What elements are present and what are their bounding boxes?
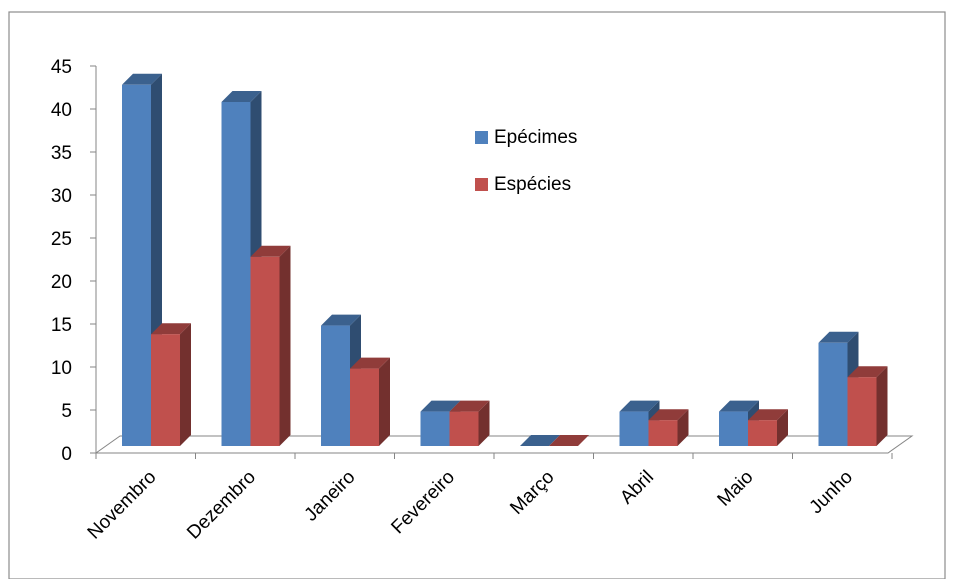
bar-top <box>619 400 660 412</box>
y-tick-label: 45 <box>51 57 72 78</box>
bar-top <box>350 357 390 369</box>
x-tick-label: Fevereiro <box>387 467 459 539</box>
y-tick-label: 25 <box>51 229 72 250</box>
y-tick-label: 20 <box>51 272 72 293</box>
bar-side <box>180 323 191 446</box>
bar-front <box>350 368 379 446</box>
bar-front <box>151 334 180 446</box>
bar-epecimes-dezembro <box>221 91 262 446</box>
legend-swatch <box>475 178 488 191</box>
bar-top <box>151 323 191 335</box>
bar-epecimes-março <box>520 435 560 446</box>
legend: Epécimes Espécies <box>475 127 577 195</box>
bar-top <box>250 245 291 257</box>
bar-front <box>748 420 777 446</box>
bar-top <box>420 400 461 412</box>
y-tick-label: 10 <box>51 358 72 379</box>
bar-side <box>279 245 291 446</box>
legend-swatch <box>475 131 488 144</box>
bar-especies-maio <box>748 409 788 446</box>
y-tick-label: 5 <box>61 401 72 422</box>
bar-side <box>677 409 689 446</box>
bar-front <box>449 411 479 446</box>
y-tick-label: 0 <box>61 444 72 465</box>
bar-side <box>478 400 490 446</box>
bar-front <box>250 256 280 446</box>
legend-label: Epécimes <box>494 127 577 148</box>
x-tick-label: Abril <box>616 467 658 509</box>
bar-especies-dezembro <box>250 245 291 446</box>
bar-especies-fevereiro <box>449 400 490 446</box>
x-tick-label: Novembro <box>84 467 161 544</box>
bar-front <box>818 342 848 446</box>
bar-front <box>321 325 350 446</box>
bar-front <box>719 411 748 446</box>
bar-front <box>122 84 151 447</box>
y-tick-label: 35 <box>51 143 72 164</box>
bar-front <box>648 420 678 446</box>
bar-top <box>449 400 490 412</box>
bar-top <box>719 400 759 412</box>
bar-top <box>520 435 560 446</box>
x-tick-label: Junho <box>806 467 857 518</box>
bar-side <box>777 409 788 446</box>
bar-especies-abril <box>648 409 689 446</box>
bar-side <box>379 357 390 446</box>
bar-top <box>549 435 589 446</box>
bar-top <box>818 331 859 343</box>
bars <box>122 73 888 447</box>
bar-top <box>321 314 361 326</box>
x-tick-label: Maio <box>714 467 758 511</box>
y-tick-label: 15 <box>51 315 72 336</box>
y-tick-label: 40 <box>51 100 72 121</box>
bar-especies-junho <box>847 366 888 446</box>
bar-especies-março <box>549 435 589 446</box>
legend-label: Espécies <box>494 174 571 195</box>
bar-side <box>876 366 888 446</box>
bar-especies-janeiro <box>350 357 390 446</box>
bar-top <box>122 73 162 85</box>
bar-top <box>221 91 262 102</box>
bar-top <box>847 366 888 378</box>
bar-front <box>221 102 251 446</box>
floor <box>94 435 914 454</box>
bar-top <box>748 409 788 421</box>
x-tick-label: Dezembro <box>183 467 260 544</box>
bar-front <box>619 411 649 446</box>
bar-top <box>648 409 689 421</box>
y-tick-label: 30 <box>51 186 72 207</box>
bar-especies-novembro <box>151 323 191 446</box>
x-tick-label: Março <box>506 467 558 519</box>
axes: 0 5 10 15 20 25 30 35 40 45 Novembro Dezembro Janeir… <box>51 57 914 544</box>
x-tick-label: Janeiro <box>301 467 360 526</box>
bar-front <box>847 377 877 446</box>
bar-front <box>420 411 450 446</box>
